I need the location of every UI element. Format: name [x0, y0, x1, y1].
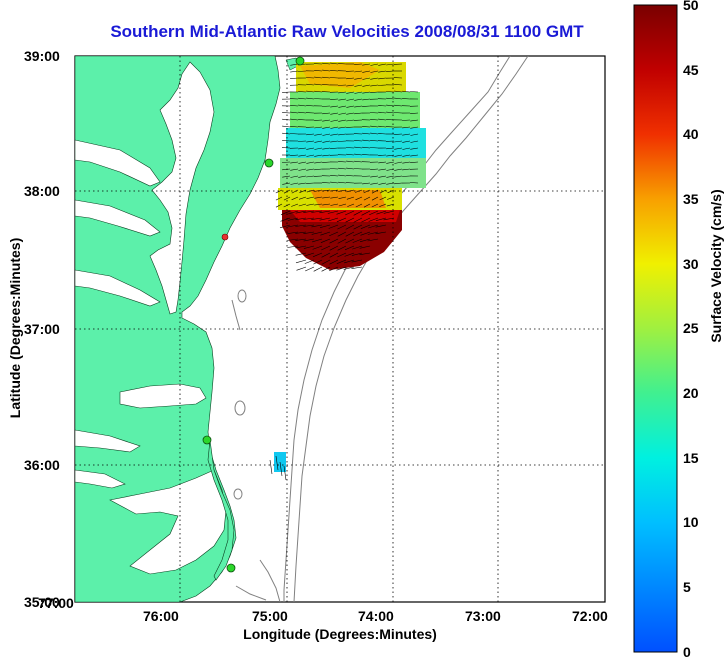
y-tick: 37:00	[24, 321, 60, 337]
colorbar-tick: 40	[683, 126, 699, 142]
colorbar-label: Surface Velocity (cm/s)	[708, 151, 724, 381]
colorbar-tick: 35	[683, 191, 699, 207]
x-tick: 75:00	[252, 608, 288, 624]
colorbar-tick: 20	[683, 385, 699, 401]
colorbar-tick: 50	[683, 0, 699, 13]
x-tick: 76:00	[143, 608, 179, 624]
colorbar	[634, 5, 677, 652]
station-marker	[203, 436, 211, 444]
colorbar-tick: 45	[683, 62, 699, 78]
colorbar-tick: 25	[683, 320, 699, 336]
x-tick: 73:00	[465, 608, 501, 624]
y-tick: 38:00	[24, 183, 60, 199]
colorbar-tick: 15	[683, 450, 699, 466]
station-marker	[265, 159, 273, 167]
y-tick: 36:00	[24, 457, 60, 473]
x-tick: 72:00	[572, 608, 608, 624]
y-tick: 39:00	[24, 48, 60, 64]
station-marker	[296, 57, 304, 65]
x-tick: 74:00	[358, 608, 394, 624]
colorbar-tick: 30	[683, 256, 699, 272]
x-axis-label: Longitude (Degrees:Minutes)	[75, 626, 605, 642]
y-tick: 35:00	[24, 594, 60, 610]
y-axis-label: Latitude (Degrees:Minutes)	[7, 213, 23, 443]
colorbar-tick: 0	[683, 644, 691, 660]
colorbar-tick: 10	[683, 514, 699, 530]
colorbar-tick: 5	[683, 579, 691, 595]
station-marker	[227, 564, 235, 572]
station-marker-offline	[222, 234, 228, 240]
